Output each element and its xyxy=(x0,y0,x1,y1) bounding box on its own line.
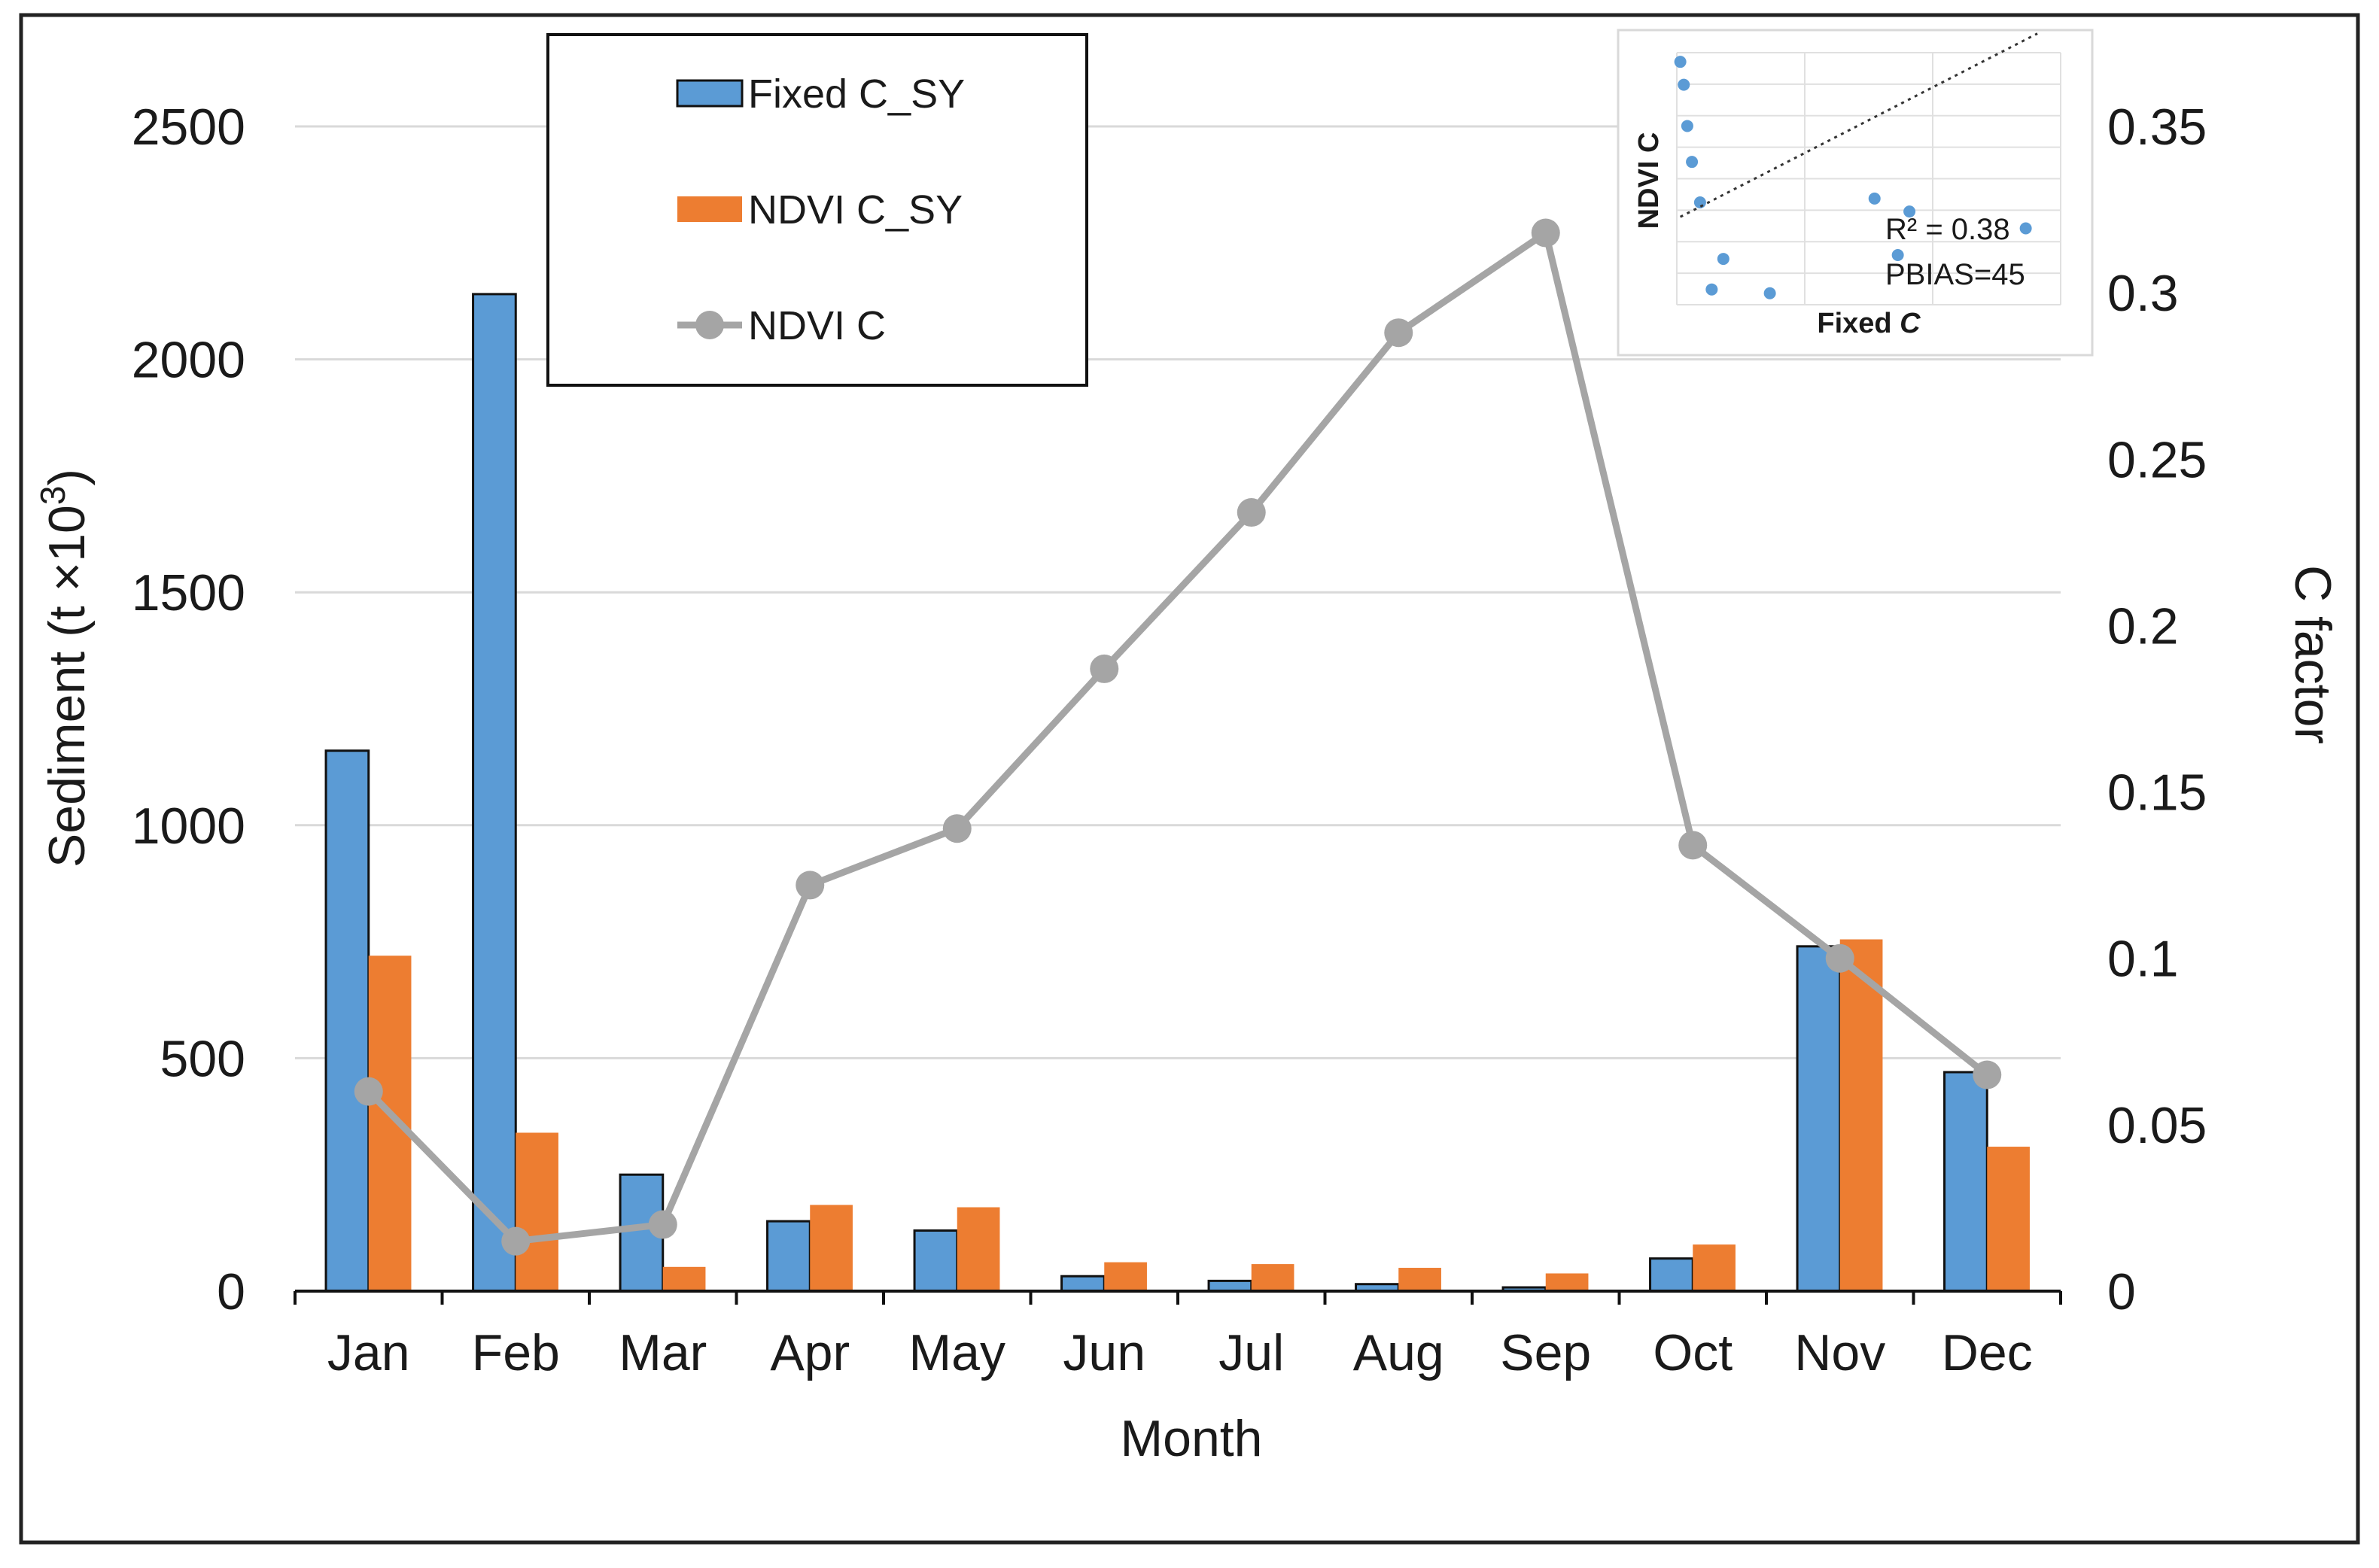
bar-ndvi-c-sy xyxy=(1839,939,1883,1291)
bar-fixed-c-sy xyxy=(1060,1275,1106,1293)
y-tick-label: 2000 xyxy=(132,332,245,389)
legend-swatch-fixed-c-sy xyxy=(676,79,744,108)
inset-point xyxy=(1705,283,1718,296)
inset-point xyxy=(1678,78,1690,91)
point-ndvi-c xyxy=(1090,654,1119,683)
y2-tick-label: 0 xyxy=(2107,1263,2136,1320)
inset-point xyxy=(1674,56,1687,68)
y2-tick-label: 0.35 xyxy=(2107,99,2207,156)
point-ndvi-c xyxy=(648,1210,677,1239)
y-tick-label: 500 xyxy=(160,1030,245,1087)
y-tick-label: 0 xyxy=(217,1263,245,1320)
inset-x-axis-title-italic: C xyxy=(1900,308,1921,339)
bar-fixed-c-sy xyxy=(1649,1257,1694,1293)
x-tick-label: Nov xyxy=(1794,1324,1885,1381)
bar-fixed-c-sy xyxy=(472,293,517,1293)
x-tick-label: Aug xyxy=(1353,1324,1444,1381)
legend-label-ndvi-c: NDVI C xyxy=(748,303,886,348)
inset-point xyxy=(1868,192,1881,205)
y-axis-title: Sediment (t ×103) xyxy=(33,469,96,868)
bar-ndvi-c-sy xyxy=(1987,1147,2030,1291)
point-ndvi-c xyxy=(1531,218,1560,248)
inset-point xyxy=(1686,156,1699,169)
x-tick-label: Jan xyxy=(327,1324,410,1381)
point-ndvi-c xyxy=(1825,944,1854,973)
inset-point xyxy=(1891,249,1904,262)
bar-fixed-c-sy xyxy=(1796,945,1842,1293)
legend-label-fixed-c-sy: Fixed C_SY xyxy=(748,71,965,117)
legend-swatch-ndvi-c-sy xyxy=(677,196,742,222)
inset-x-axis-title: Fixed C xyxy=(1817,308,1921,339)
inset-point xyxy=(1763,287,1776,299)
x-tick-label: Apr xyxy=(770,1324,850,1381)
point-ndvi-c xyxy=(1384,318,1413,348)
y2-axis-title: C factor xyxy=(2284,565,2341,744)
point-ndvi-c xyxy=(1973,1060,2002,1089)
y2-tick-label: 0.15 xyxy=(2107,764,2207,822)
point-ndvi-c xyxy=(354,1077,383,1106)
bar-fixed-c-sy xyxy=(324,749,370,1293)
point-ndvi-c xyxy=(501,1226,531,1256)
x-tick-label: Jun xyxy=(1063,1324,1145,1381)
inset-point xyxy=(1681,120,1693,132)
bar-ndvi-c-sy xyxy=(1104,1262,1147,1291)
legend-marker-ndvi-c xyxy=(695,311,724,339)
y-tick-label: 2500 xyxy=(132,99,245,156)
point-ndvi-c xyxy=(942,814,972,843)
axes: 0 500 1000 1500 2000 2500 0 0.05 0.1 0.15 0.2 0.25 0… xyxy=(132,99,2207,1381)
y2-tick-label: 0.2 xyxy=(2107,597,2179,655)
inset-r2-label: R² = 0.38 xyxy=(1885,213,2010,246)
figure-border xyxy=(19,13,2360,1545)
inset-box xyxy=(1617,29,2094,357)
y2-tick-label: 0.25 xyxy=(2107,431,2207,488)
legend-label-ndvi-c-sy: NDVI C_SY xyxy=(748,187,963,232)
legend-box xyxy=(546,33,1088,387)
x-tick-label: Oct xyxy=(1653,1324,1733,1381)
bar-fixed-c-sy xyxy=(913,1229,959,1293)
inset-point xyxy=(2019,222,2032,235)
bar-ndvi-c-sy xyxy=(810,1205,853,1291)
bar-ndvi-c-sy xyxy=(957,1207,1000,1291)
y-tick-label: 1000 xyxy=(132,798,245,855)
y2-tick-label: 0.05 xyxy=(2107,1097,2207,1154)
inset-y-axis-title: NDVI C xyxy=(1633,132,1665,229)
x-tick-label: Dec xyxy=(1942,1324,2033,1381)
x-tick-label: Jul xyxy=(1218,1324,1284,1381)
bar-ndvi-c-sy xyxy=(662,1266,706,1291)
point-ndvi-c xyxy=(796,871,825,900)
inset-pbias-label: PBIAS=45 xyxy=(1885,258,2025,291)
bar-ndvi-c-sy xyxy=(1398,1268,1441,1291)
bar-fixed-c-sy xyxy=(1207,1279,1253,1293)
bar-ndvi-c-sy xyxy=(1251,1264,1294,1291)
point-ndvi-c xyxy=(1678,831,1708,860)
y2-tick-label: 0.1 xyxy=(2107,931,2179,988)
line-ndvi-c xyxy=(366,229,1990,1245)
x-tick-label: Feb xyxy=(472,1324,560,1381)
y2-tick-label: 0.3 xyxy=(2107,265,2179,322)
x-tick-label: Mar xyxy=(619,1324,707,1381)
x-tick-label: May xyxy=(909,1324,1005,1381)
inset-point xyxy=(1717,253,1729,266)
inset-scatter: R² = 0.38 PBIAS=45 Fixed C NDVI C xyxy=(1617,29,2094,357)
y-tick-label: 1500 xyxy=(132,564,245,621)
bar-ndvi-c-sy xyxy=(1693,1244,1736,1291)
line-series xyxy=(354,218,2002,1256)
x-axis-title: Month xyxy=(1121,1410,1263,1467)
inset-point xyxy=(1693,196,1706,208)
x-tick-label: Sep xyxy=(1500,1324,1591,1381)
bar-ndvi-c-sy xyxy=(1545,1273,1589,1291)
legend: Fixed C_SY NDVI C_SY NDVI C xyxy=(546,33,1088,387)
bar-ndvi-c-sy xyxy=(368,956,412,1291)
bar-ndvi-c-sy xyxy=(516,1132,558,1291)
bar-fixed-c-sy xyxy=(1943,1071,1988,1293)
bar-fixed-c-sy xyxy=(766,1220,811,1293)
bars xyxy=(324,293,2030,1293)
inset-point xyxy=(1903,205,1916,218)
point-ndvi-c xyxy=(1237,498,1266,527)
